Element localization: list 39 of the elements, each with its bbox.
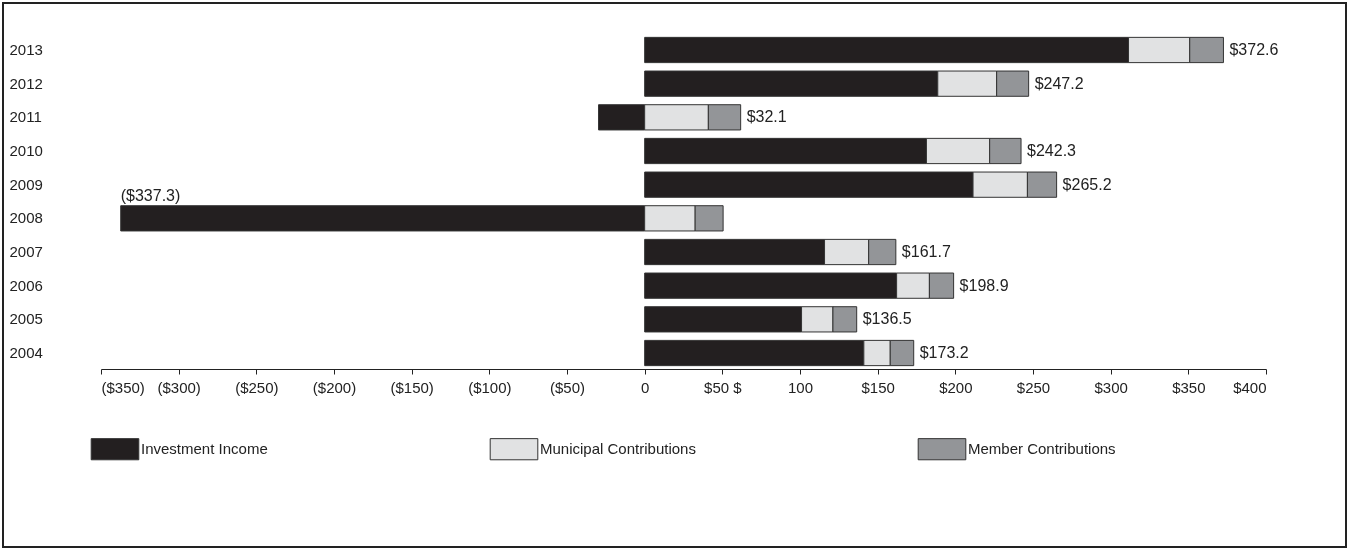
total-label: $32.1 bbox=[746, 108, 787, 126]
x-tick-label: $350 bbox=[1172, 378, 1206, 396]
x-tick-label: ($300) bbox=[157, 378, 201, 396]
x-tick-label: ($100) bbox=[468, 378, 512, 396]
total-label: $161.7 bbox=[901, 243, 951, 260]
x-tick-label: ($50) bbox=[549, 378, 586, 396]
x-tick-label: 0 bbox=[640, 378, 650, 396]
x-tick-label: $400 bbox=[1233, 378, 1267, 396]
x-tick-label: 100 bbox=[787, 378, 814, 396]
legend-label: Investment Income bbox=[141, 440, 268, 458]
total-label: $372.6 bbox=[1229, 40, 1279, 58]
y-tick-label: 2007 bbox=[9, 243, 43, 260]
legend-label: Member Contributions bbox=[968, 440, 1116, 458]
total-label: $265.2 bbox=[1062, 175, 1112, 193]
y-tick-label: 2008 bbox=[9, 209, 43, 227]
data-label: ($337.3) bbox=[120, 187, 181, 205]
y-tick-label: 2006 bbox=[9, 276, 43, 294]
total-label: $136.5 bbox=[862, 310, 912, 328]
x-tick-label: $300 bbox=[1094, 378, 1128, 396]
legend-label: Municipal Contributions bbox=[540, 440, 696, 458]
y-tick-label: 2012 bbox=[9, 74, 43, 92]
y-tick-label: 2010 bbox=[9, 142, 43, 159]
total-label: $242.3 bbox=[1027, 142, 1077, 159]
y-tick-label: 2005 bbox=[9, 310, 43, 328]
y-tick-label: 2013 bbox=[9, 40, 43, 58]
x-tick-label: $50 $ bbox=[704, 378, 743, 396]
x-tick-label: ($150) bbox=[390, 378, 434, 396]
x-tick-label: $150 bbox=[861, 378, 895, 396]
total-label: $247.2 bbox=[1034, 74, 1084, 92]
y-tick-label: 2011 bbox=[9, 108, 42, 126]
x-tick-label: $250 bbox=[1016, 378, 1051, 396]
x-tick-label: ($200) bbox=[312, 378, 357, 396]
x-tick-label: $200 bbox=[939, 378, 973, 396]
y-tick-label: 2009 bbox=[9, 175, 43, 193]
total-label: $198.9 bbox=[959, 276, 1009, 294]
x-tick-label: ($250) bbox=[235, 378, 279, 396]
y-tick-label: 2004 bbox=[9, 344, 43, 362]
x-tick-label: ($350) bbox=[101, 378, 145, 396]
total-label: $173.2 bbox=[919, 344, 969, 362]
